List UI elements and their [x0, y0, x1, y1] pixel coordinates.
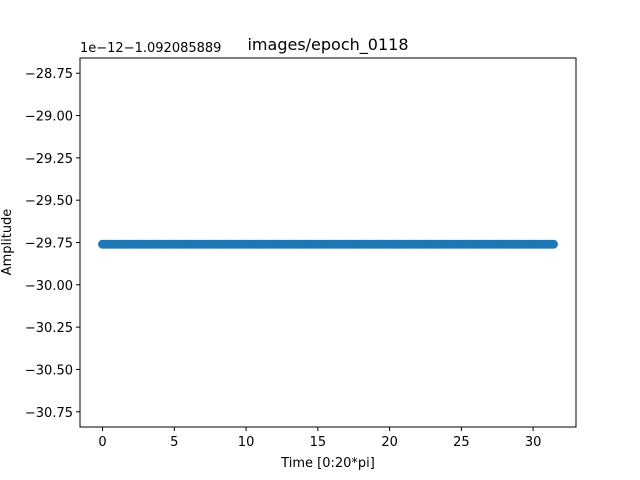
data-point: [548, 239, 558, 249]
x-tick-label: 30: [525, 435, 542, 450]
x-tick-label: 25: [453, 435, 470, 450]
y-tick-label: −30.75: [25, 406, 73, 421]
y-axis-label: Amplitude: [0, 209, 15, 276]
x-tick-label: 15: [310, 435, 327, 450]
y-tick-label: −29.50: [25, 194, 73, 209]
y-tick-label: −29.00: [25, 110, 73, 125]
x-axis-ticks: 0 5 10 15 20 25 30: [98, 427, 541, 450]
y-tick-label: −30.50: [25, 363, 73, 378]
x-tick-label: 10: [238, 435, 255, 450]
y-axis-offset-text: 1e−12−1.092085889: [80, 41, 221, 56]
y-axis-ticks: −28.75 −29.00 −29.25 −29.50 −29.75 −30.00 −30.…: [25, 67, 80, 421]
y-tick-label: −30.00: [25, 279, 73, 294]
x-tick-label: 0: [98, 435, 106, 450]
y-tick-label: −29.25: [25, 152, 73, 167]
chart-title: images/epoch_0118: [247, 35, 408, 55]
x-tick-label: 20: [381, 435, 398, 450]
y-tick-label: −28.75: [25, 67, 73, 82]
y-tick-label: −29.75: [25, 237, 73, 252]
data-points: [98, 239, 558, 249]
x-tick-label: 5: [170, 435, 178, 450]
y-tick-label: −30.25: [25, 321, 73, 336]
x-axis-label: Time [0:20*pi]: [280, 456, 375, 471]
